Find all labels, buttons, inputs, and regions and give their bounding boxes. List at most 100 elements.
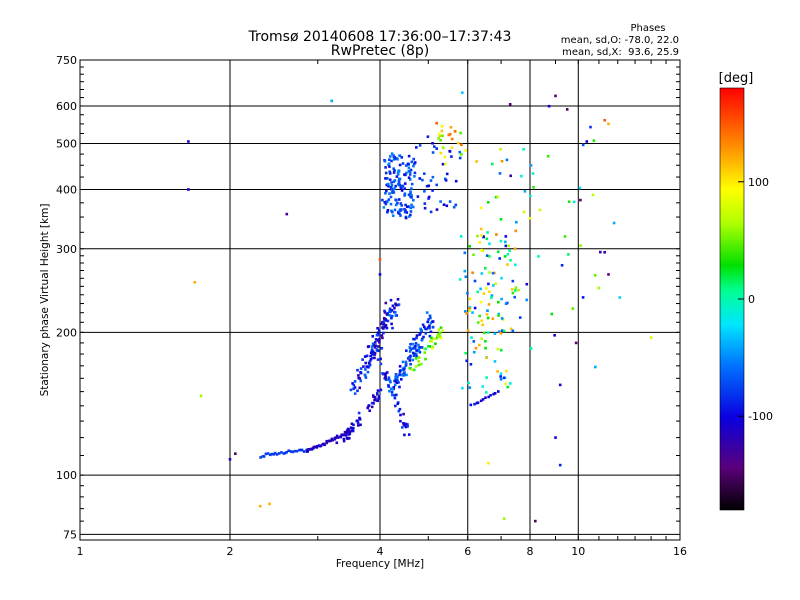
echo-point bbox=[547, 104, 551, 108]
echo-point bbox=[468, 307, 471, 310]
echo-point bbox=[525, 298, 528, 302]
phases-x-stats: mean, sd,X: 93.6, 25.9 bbox=[562, 47, 679, 58]
colorbar-ticks: 100 0 -100 bbox=[719, 87, 773, 511]
echo-point bbox=[382, 320, 385, 324]
echo-point bbox=[439, 326, 443, 329]
echo-point bbox=[479, 300, 483, 304]
echo-point bbox=[395, 393, 398, 397]
echo-point bbox=[438, 132, 441, 136]
echo-point bbox=[425, 184, 429, 188]
echo-point bbox=[513, 289, 517, 292]
x-tick-label: 4 bbox=[377, 545, 384, 558]
echo-point bbox=[567, 253, 570, 256]
echo-point bbox=[393, 396, 397, 400]
echo-point bbox=[353, 386, 357, 389]
echo-point bbox=[553, 334, 556, 337]
echo-point bbox=[477, 321, 480, 324]
echo-point bbox=[463, 269, 467, 273]
echo-point bbox=[515, 220, 518, 224]
echo-point bbox=[429, 330, 433, 334]
echo-point bbox=[529, 164, 533, 167]
echo-point bbox=[401, 360, 405, 364]
echo-point bbox=[485, 313, 489, 316]
echo-point bbox=[366, 406, 369, 410]
echo-point bbox=[423, 202, 427, 205]
echo-point bbox=[466, 291, 469, 295]
echo-point bbox=[394, 380, 397, 383]
echo-point bbox=[480, 272, 484, 275]
echo-point bbox=[424, 347, 427, 351]
echo-point bbox=[412, 198, 415, 202]
echo-point bbox=[409, 190, 412, 193]
echo-point bbox=[390, 159, 393, 163]
echo-point bbox=[448, 132, 452, 136]
echo-point bbox=[567, 200, 571, 203]
echo-point bbox=[409, 206, 412, 210]
echo-point bbox=[395, 373, 398, 377]
echo-point bbox=[417, 343, 420, 347]
echo-point bbox=[494, 195, 498, 199]
echo-point bbox=[367, 366, 370, 369]
echo-point bbox=[411, 342, 415, 346]
echo-point bbox=[372, 402, 375, 405]
echo-point bbox=[423, 325, 426, 329]
x-tick-label: 16 bbox=[673, 545, 687, 558]
echo-point bbox=[480, 248, 484, 252]
echo-point bbox=[418, 333, 421, 336]
echo-point bbox=[525, 282, 529, 286]
echo-point bbox=[465, 312, 468, 315]
echo-point bbox=[514, 229, 517, 233]
echo-point bbox=[480, 337, 483, 340]
echo-point bbox=[410, 203, 413, 207]
echo-point bbox=[398, 372, 402, 375]
colorbar-tick-label: 100 bbox=[748, 176, 769, 189]
echo-point bbox=[378, 273, 382, 276]
echo-point bbox=[487, 282, 490, 286]
echo-point bbox=[504, 302, 508, 305]
echo-point bbox=[387, 198, 391, 201]
echo-point bbox=[402, 368, 406, 371]
echo-point bbox=[399, 214, 402, 217]
echo-point bbox=[443, 162, 447, 166]
echo-point bbox=[382, 331, 385, 335]
echo-point bbox=[388, 192, 391, 195]
echo-point bbox=[603, 118, 606, 122]
echo-point bbox=[565, 108, 569, 111]
echo-point bbox=[403, 210, 407, 214]
echo-point bbox=[410, 187, 413, 190]
echo-point bbox=[513, 295, 516, 299]
echo-point bbox=[522, 148, 525, 151]
echo-point bbox=[403, 173, 406, 176]
echo-point bbox=[412, 346, 416, 349]
echo-point bbox=[383, 309, 386, 313]
echo-point bbox=[383, 159, 387, 163]
echo-point bbox=[563, 235, 567, 238]
echo-point bbox=[607, 273, 610, 276]
echo-point bbox=[351, 382, 354, 385]
echo-point bbox=[522, 210, 526, 214]
echo-point bbox=[305, 448, 308, 452]
echo-point bbox=[487, 461, 490, 465]
echo-point bbox=[382, 324, 385, 328]
echo-point bbox=[393, 208, 397, 212]
echo-point bbox=[287, 449, 290, 452]
echo-point bbox=[389, 202, 393, 206]
echo-point bbox=[266, 452, 270, 455]
echo-point bbox=[554, 94, 557, 98]
echo-point bbox=[396, 402, 399, 406]
echo-point bbox=[411, 358, 415, 362]
echo-point bbox=[476, 290, 479, 294]
echo-point bbox=[388, 310, 391, 313]
echo-point bbox=[356, 389, 359, 393]
echo-point bbox=[448, 149, 451, 153]
echo-point bbox=[408, 215, 411, 218]
echo-point bbox=[295, 449, 299, 453]
echo-point bbox=[404, 363, 408, 366]
echo-point bbox=[403, 433, 406, 437]
echo-point bbox=[415, 354, 418, 358]
y-tick-label: 500 bbox=[56, 138, 77, 151]
echo-point bbox=[389, 195, 393, 199]
echo-point bbox=[507, 244, 510, 248]
echo-point bbox=[503, 255, 507, 258]
echo-point bbox=[537, 255, 540, 258]
